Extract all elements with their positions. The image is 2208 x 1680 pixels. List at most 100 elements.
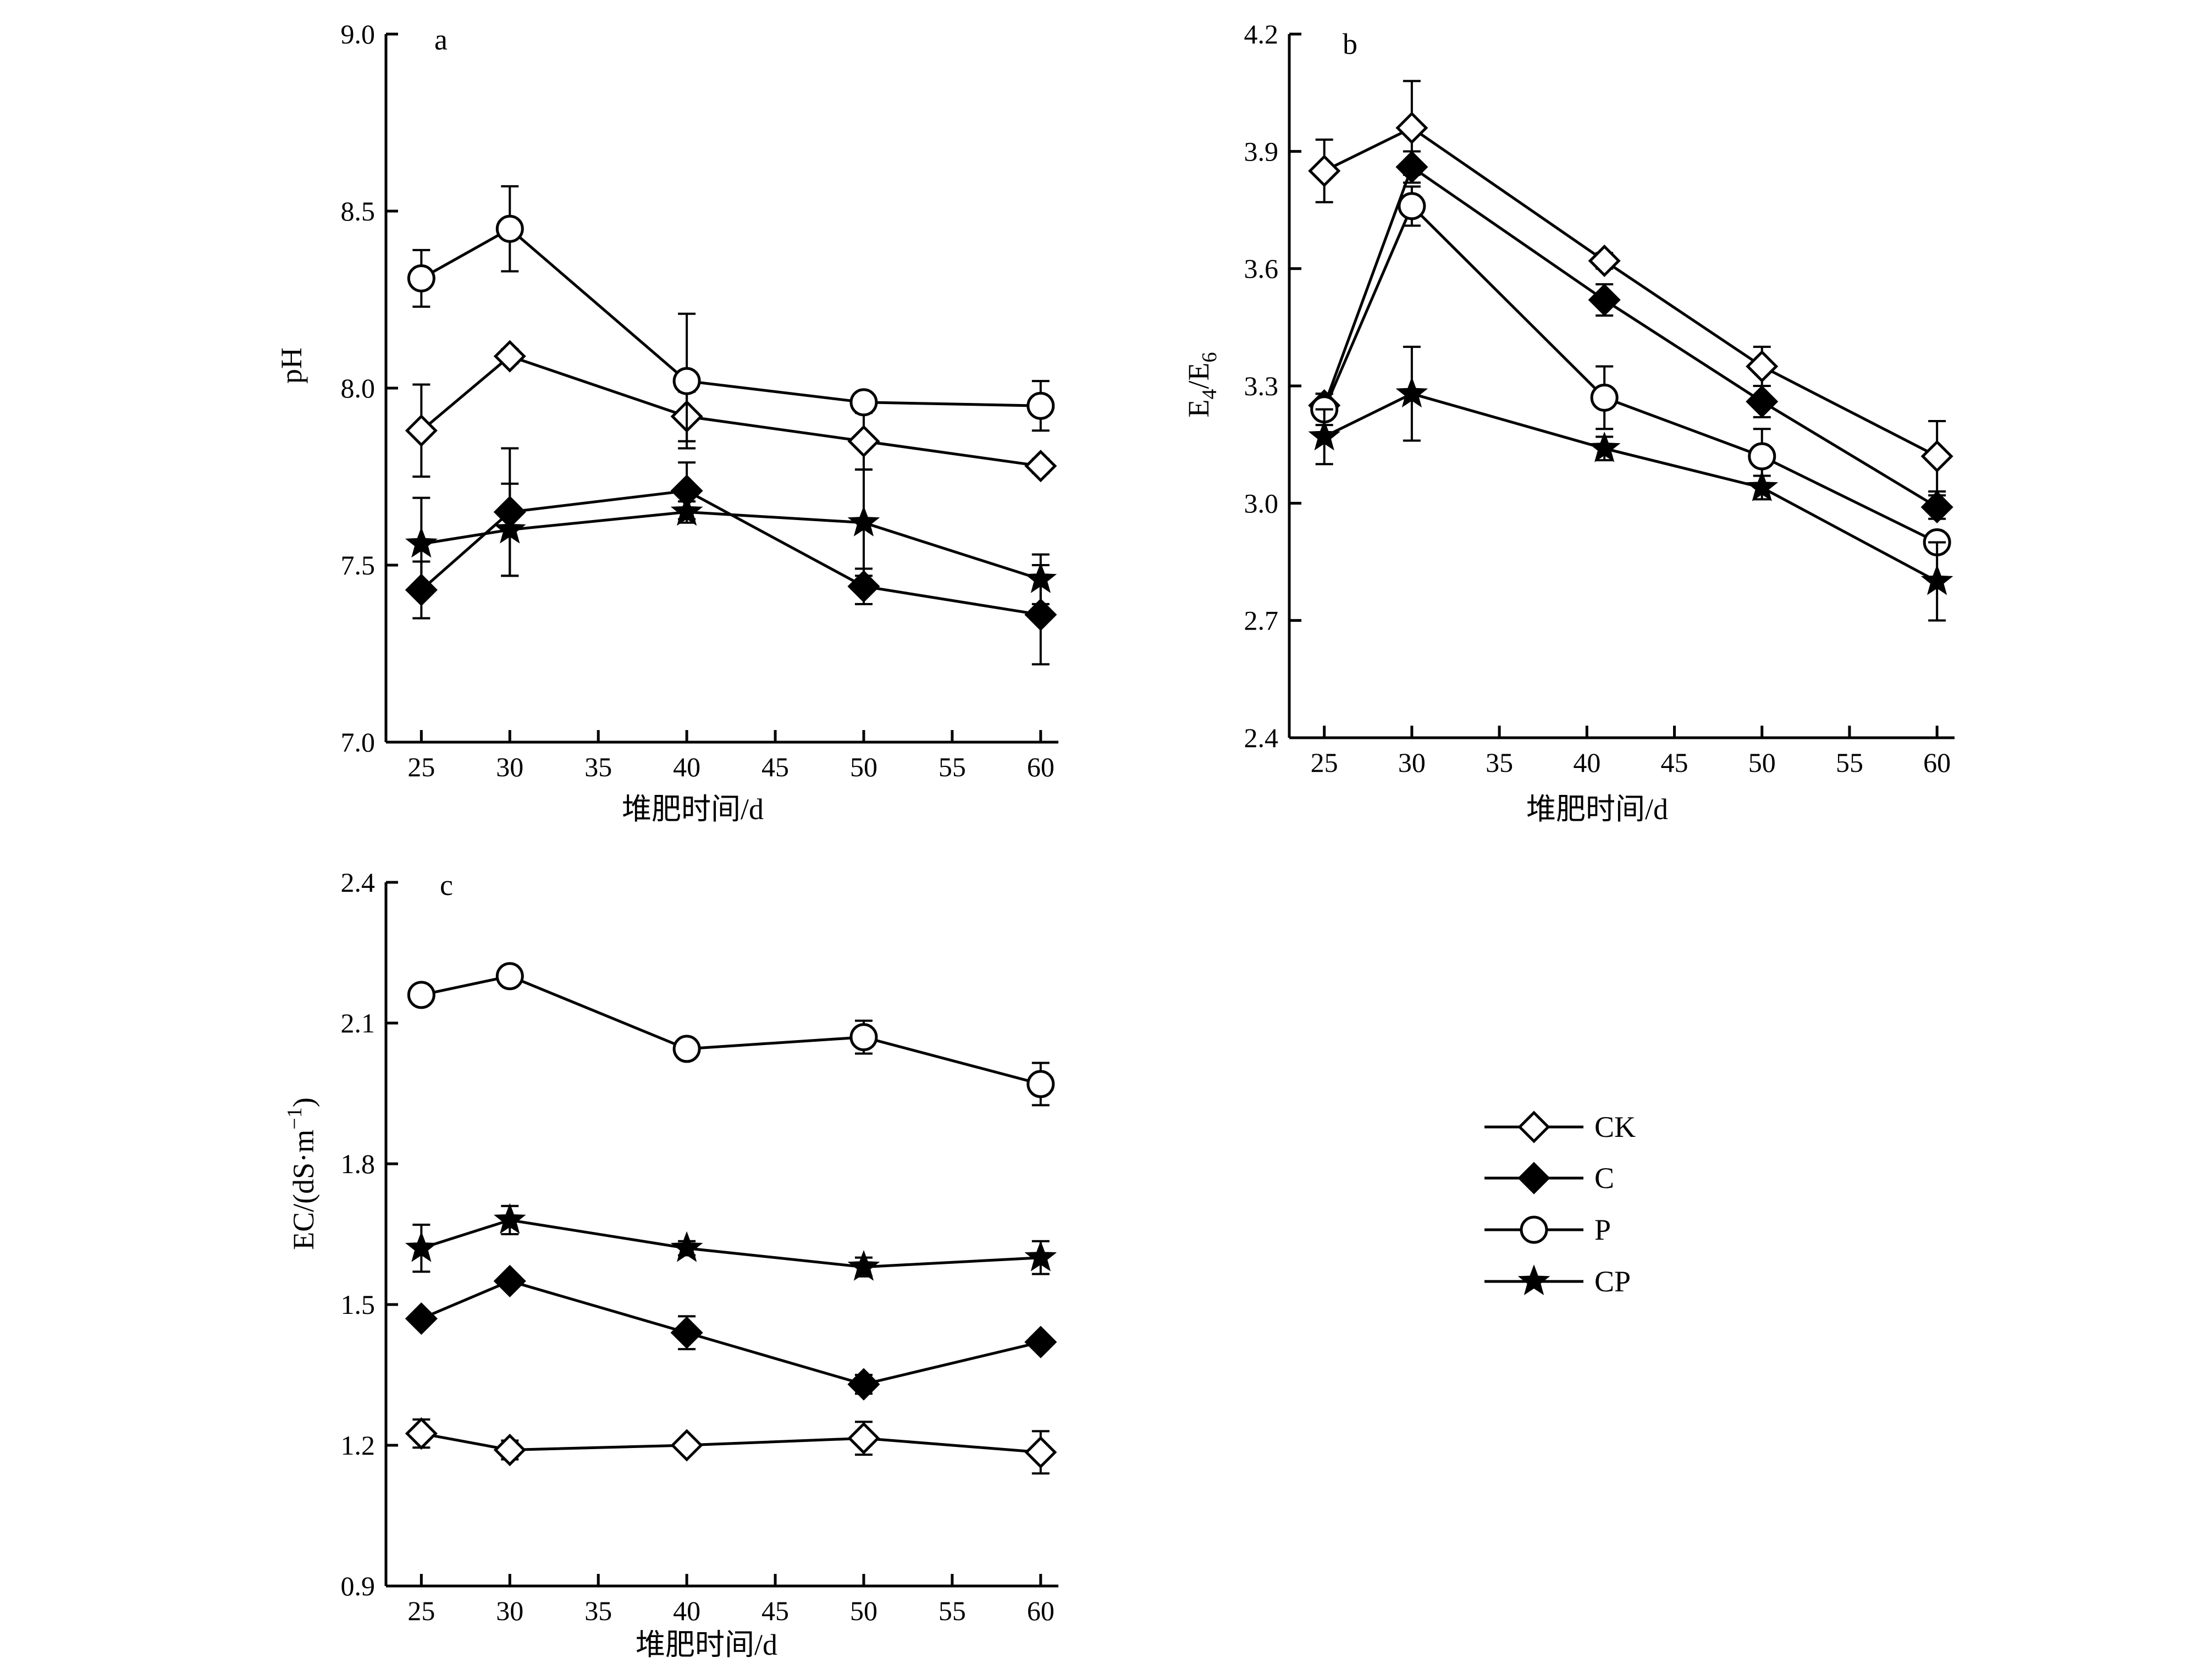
panel-c-plot: 0.9 1.2 1.5 1.8 2.1 2.4 25 30 35 40 45 50 55 60 [341, 867, 1058, 1626]
data-point [1746, 471, 1779, 501]
series-line [420, 355, 1041, 468]
legend-marker-c [1517, 1162, 1550, 1195]
panel-c-series-cp [405, 1203, 1057, 1281]
data-point [493, 512, 526, 544]
data-point [1026, 391, 1055, 420]
data-point [1024, 1325, 1057, 1358]
series-line [421, 1279, 1041, 1386]
data-point [405, 527, 438, 558]
data-point [847, 1368, 880, 1401]
panel-c-ylabel: EC/(dS·m−1) [283, 1097, 320, 1250]
data-point [1748, 442, 1776, 471]
data-point [1920, 564, 1953, 595]
panel-a-ylabel: pH [275, 347, 308, 384]
panel-b: b E4/E6 堆肥时间/d [1182, 27, 1668, 826]
data-point [670, 1429, 703, 1462]
panel-c-label: c [440, 869, 453, 902]
panel-b-ytick-label: 4.2 [1244, 19, 1279, 49]
legend-marker-shape [1517, 1264, 1550, 1296]
data-point [405, 414, 438, 447]
data-point [1920, 440, 1953, 473]
panel-b-ytick-label: 3.0 [1244, 488, 1279, 518]
data-point [495, 962, 524, 991]
legend-item-c: C [1484, 1162, 1614, 1195]
data-point [670, 1316, 703, 1349]
data-point [1588, 431, 1621, 462]
data-point [405, 1231, 438, 1262]
panel-c-xtick-label: 25 [407, 1595, 435, 1626]
panel-b-xtick-label: 50 [1748, 747, 1776, 778]
data-point [1024, 450, 1057, 483]
panel-a-ytick-label: 8.5 [341, 196, 376, 226]
data-point [407, 981, 435, 1009]
panel-a-plot: 7.0 7.5 8.0 8.5 9.0 25 30 35 40 45 50 55 60 [341, 19, 1058, 782]
panel-b-xtick-label: 35 [1486, 747, 1513, 778]
panel-b-ytick-label: 3.6 [1244, 253, 1279, 284]
data-point [407, 264, 435, 292]
data-point [1395, 151, 1428, 184]
legend-label-c: C [1594, 1162, 1614, 1195]
data-point [1024, 598, 1057, 631]
panel-c-ylabel-close: ) [287, 1097, 320, 1107]
panel-a-xtick-label: 35 [584, 751, 612, 782]
panel-b-ylabel-main: E [1182, 400, 1215, 418]
data-point [847, 1422, 880, 1455]
data-point [849, 388, 878, 417]
panel-a-label: a [434, 23, 448, 56]
data-point [1746, 350, 1779, 383]
panel-c-ylabel-main: EC/(dS·m [287, 1130, 320, 1250]
panel-b-xtick-label: 40 [1573, 747, 1600, 778]
legend-label-p: P [1594, 1213, 1611, 1246]
data-point [1920, 490, 1953, 523]
panel-b-ytick-label: 3.9 [1244, 136, 1279, 167]
panel-c-xtick-label: 40 [673, 1595, 700, 1626]
panel-c-ytick-label: 0.9 [341, 1571, 376, 1601]
panel-c-xtick-label: 50 [850, 1595, 877, 1626]
data-point [847, 425, 880, 458]
panel-b-ytick-label: 2.4 [1244, 722, 1279, 753]
panel-b-ytick-label: 3.3 [1244, 371, 1279, 401]
legend-marker-cp [1517, 1264, 1550, 1296]
panel-a-series-p [407, 185, 1055, 450]
panel-a-xtick-label: 40 [673, 751, 700, 782]
panel-a-xtick-label: 55 [939, 751, 966, 782]
panel-b-ylabel-sub2: 6 [1198, 352, 1221, 363]
data-point [495, 214, 524, 243]
data-point [1308, 419, 1341, 451]
panel-c-ytick-label: 2.4 [341, 867, 376, 898]
data-point [670, 1231, 703, 1262]
data-point [1398, 192, 1426, 220]
panel-c-ytick-label: 1.8 [341, 1148, 376, 1179]
panel-a-ytick-label: 7.5 [341, 550, 376, 581]
panel-b-ylabel: E4/E6 [1182, 352, 1221, 418]
legend-item-cp: CP [1484, 1264, 1631, 1298]
panel-b-xtick-label: 60 [1923, 747, 1951, 778]
panel-a-series-c [405, 447, 1057, 666]
panel-a-series-ck [405, 340, 1057, 483]
data-point [847, 570, 880, 603]
legend-marker-p [1520, 1215, 1548, 1244]
data-point [670, 495, 703, 526]
data-point [1308, 154, 1341, 187]
data-point [672, 1035, 701, 1063]
series-line [1323, 203, 1938, 544]
data-point [672, 367, 701, 395]
data-point [1746, 385, 1779, 418]
panel-b-xtick-label: 25 [1311, 747, 1338, 778]
legend-marker-shape [1520, 1215, 1548, 1244]
panel-a-xtick-label: 60 [1027, 751, 1055, 782]
panel-c-xtick-label: 55 [939, 1595, 966, 1626]
panel-a-ytick-label: 8.0 [341, 373, 376, 404]
panel-b-series-ck [1308, 80, 1953, 493]
panel-c-xtick-label: 30 [496, 1595, 523, 1626]
panel-a-series-cp [405, 468, 1057, 605]
panel-c-series-c [405, 1264, 1057, 1401]
panel-b-ylabel-sub1: 4 [1198, 389, 1221, 400]
panel-c-series-ck [405, 1417, 1057, 1475]
panel-b-plot: 2.4 2.7 3.0 3.3 3.6 3.9 4.2 25 30 35 40 45 50 55 60 [1244, 19, 1955, 778]
series-line [421, 975, 1041, 1086]
panel-c-ytick-label: 1.2 [341, 1430, 376, 1461]
data-point [493, 1264, 526, 1297]
legend-marker-ck [1517, 1110, 1550, 1143]
